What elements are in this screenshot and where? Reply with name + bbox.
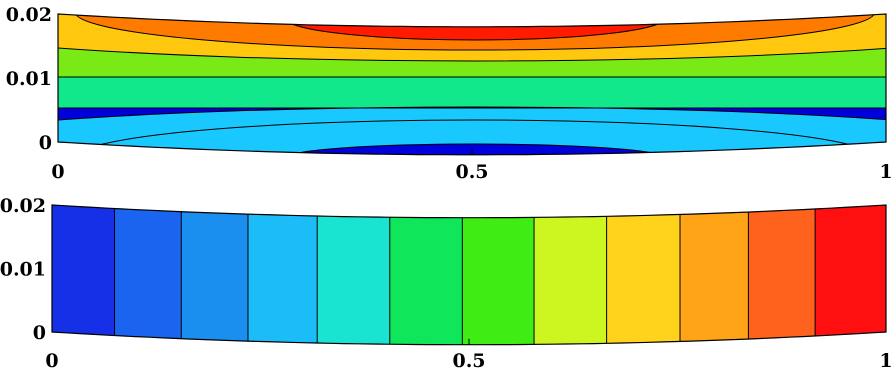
y-tick-label: 0.02 xyxy=(0,195,46,217)
x-tick-label: 1 xyxy=(879,350,892,372)
level-band-7 xyxy=(75,14,875,50)
contour-line-8 xyxy=(284,143,666,155)
vertical-band xyxy=(462,205,535,345)
panel-top: 0 0.01 0.02 0 0.5 1 xyxy=(6,4,892,183)
vertical-band xyxy=(389,205,463,345)
x-tick-label: 0 xyxy=(45,350,58,372)
x-tick-label: 1 xyxy=(879,161,892,183)
contour-line-1 xyxy=(74,119,876,155)
axes-top: 0 0.01 0.02 0 0.5 1 xyxy=(6,4,892,183)
x-tick-label: 0.5 xyxy=(455,161,488,183)
y-tick-label: 0.01 xyxy=(6,68,52,90)
vertical-band xyxy=(317,205,390,345)
y-tick-label: 0 xyxy=(39,132,52,154)
panel-bottom: 0 0.01 0.02 0 0.5 1 xyxy=(0,195,892,372)
level-band-3 xyxy=(58,107,886,155)
contour-fill-top xyxy=(58,14,886,155)
vertical-band xyxy=(534,205,607,345)
vertical-band xyxy=(247,205,318,345)
contour-line-2 xyxy=(58,106,886,155)
y-tick-label: 0 xyxy=(33,322,46,344)
axes-bottom: 0 0.01 0.02 0 0.5 1 xyxy=(0,195,892,372)
vertical-band xyxy=(748,205,816,345)
vertical-band xyxy=(680,205,749,345)
x-tick-label: 0 xyxy=(51,161,64,183)
contour-line-6 xyxy=(74,14,876,51)
vertical-band xyxy=(815,205,886,345)
y-tick-label: 0.01 xyxy=(0,259,46,281)
vertical-band xyxy=(114,205,182,345)
level-band-1-core xyxy=(285,144,665,155)
vertical-band xyxy=(181,205,248,345)
vertical-band xyxy=(52,205,115,345)
y-tick-label: 0.02 xyxy=(6,4,52,26)
vertical-band xyxy=(606,205,681,345)
contour-line-5 xyxy=(58,14,886,62)
x-tick-label: 0.5 xyxy=(452,350,485,372)
